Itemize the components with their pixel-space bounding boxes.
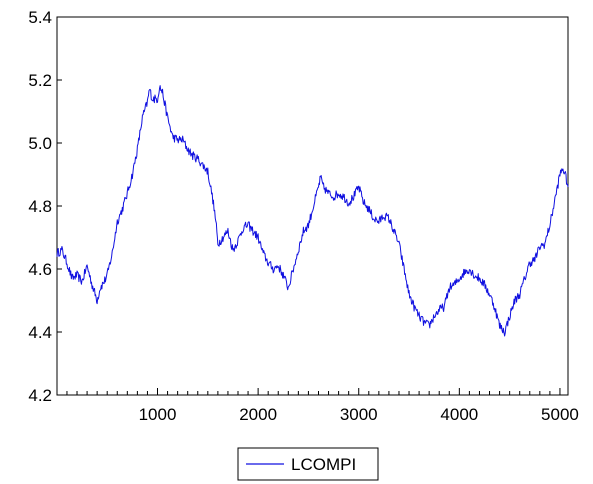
x-axis: 1000 2000 3000 4000 5000 <box>66 388 579 424</box>
legend-label: LCOMPI <box>291 455 356 474</box>
y-tick-label: 5.2 <box>28 71 52 90</box>
x-tick-label: 3000 <box>340 405 378 424</box>
y-tick-label: 4.2 <box>28 386 52 405</box>
series-layer <box>56 85 569 337</box>
plot-frame <box>56 16 569 396</box>
y-tick-label: 5.4 <box>28 8 52 27</box>
legend: LCOMPI <box>237 447 379 481</box>
y-tick-label: 4.6 <box>28 260 52 279</box>
x-tick-label: 2000 <box>239 405 277 424</box>
y-tick-label: 4.8 <box>28 197 52 216</box>
y-tick-label: 5.0 <box>28 134 52 153</box>
x-tick-label: 4000 <box>440 405 478 424</box>
series-line-lcompi <box>56 85 569 337</box>
y-tick-label: 4.4 <box>28 323 52 342</box>
x-tick-label: 1000 <box>139 405 177 424</box>
y-axis: 4.2 4.4 4.6 4.8 5.0 5.2 5.4 <box>28 8 62 405</box>
x-tick-label: 5000 <box>541 405 579 424</box>
